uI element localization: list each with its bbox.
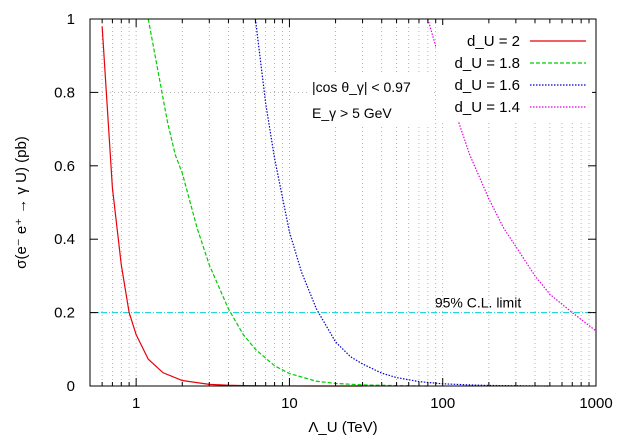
legend: d_U = 2 d_U = 1.8 d_U = 1.6 d_U = 1.4 [436,25,592,121]
x-tick-label: 1000 [579,395,612,412]
x-tick-label: 1 [132,395,140,412]
y-tick-label: 0.2 [54,305,75,322]
cut-annotation-0: |cos θ_γ| < 0.97 [312,79,411,95]
y-axis-label: σ(e⁻ e⁺ → γ U) (pb) [13,136,30,269]
series-line-1 [147,18,428,387]
annotations: |cos θ_γ| < 0.97 E_γ > 5 GeV [308,74,432,126]
reference-line-layer: 95% C.L. limit [90,295,596,314]
cl-limit-label: 95% C.L. limit [435,295,521,311]
y-tick-label: 0.4 [54,231,75,248]
x-tick-label: 10 [281,395,298,412]
legend-label-3: d_U = 1.4 [455,99,520,116]
series-line-2 [254,18,550,387]
cut-annotation-1: E_γ > 5 GeV [312,105,392,121]
axis-ticks [89,18,596,387]
legend-label-0: d_U = 2 [467,33,520,50]
y-tick-label: 0.8 [54,84,75,101]
legend-label-2: d_U = 1.6 [455,77,520,94]
annotation-background [308,74,432,126]
y-tick-label: 0 [67,378,75,395]
axis-labels: 1 10 100 1000 0 0.2 0.4 0.6 0.8 1 Λ_U (TeV) σ(e⁻ e⁺… [13,11,613,436]
y-tick-label: 1 [67,11,75,28]
y-tick-label: 0.6 [54,158,75,175]
plot-frame [89,18,597,387]
x-axis-label: Λ_U (TeV) [308,419,377,436]
legend-label-1: d_U = 1.8 [455,55,520,72]
x-tick-label: 100 [430,395,455,412]
